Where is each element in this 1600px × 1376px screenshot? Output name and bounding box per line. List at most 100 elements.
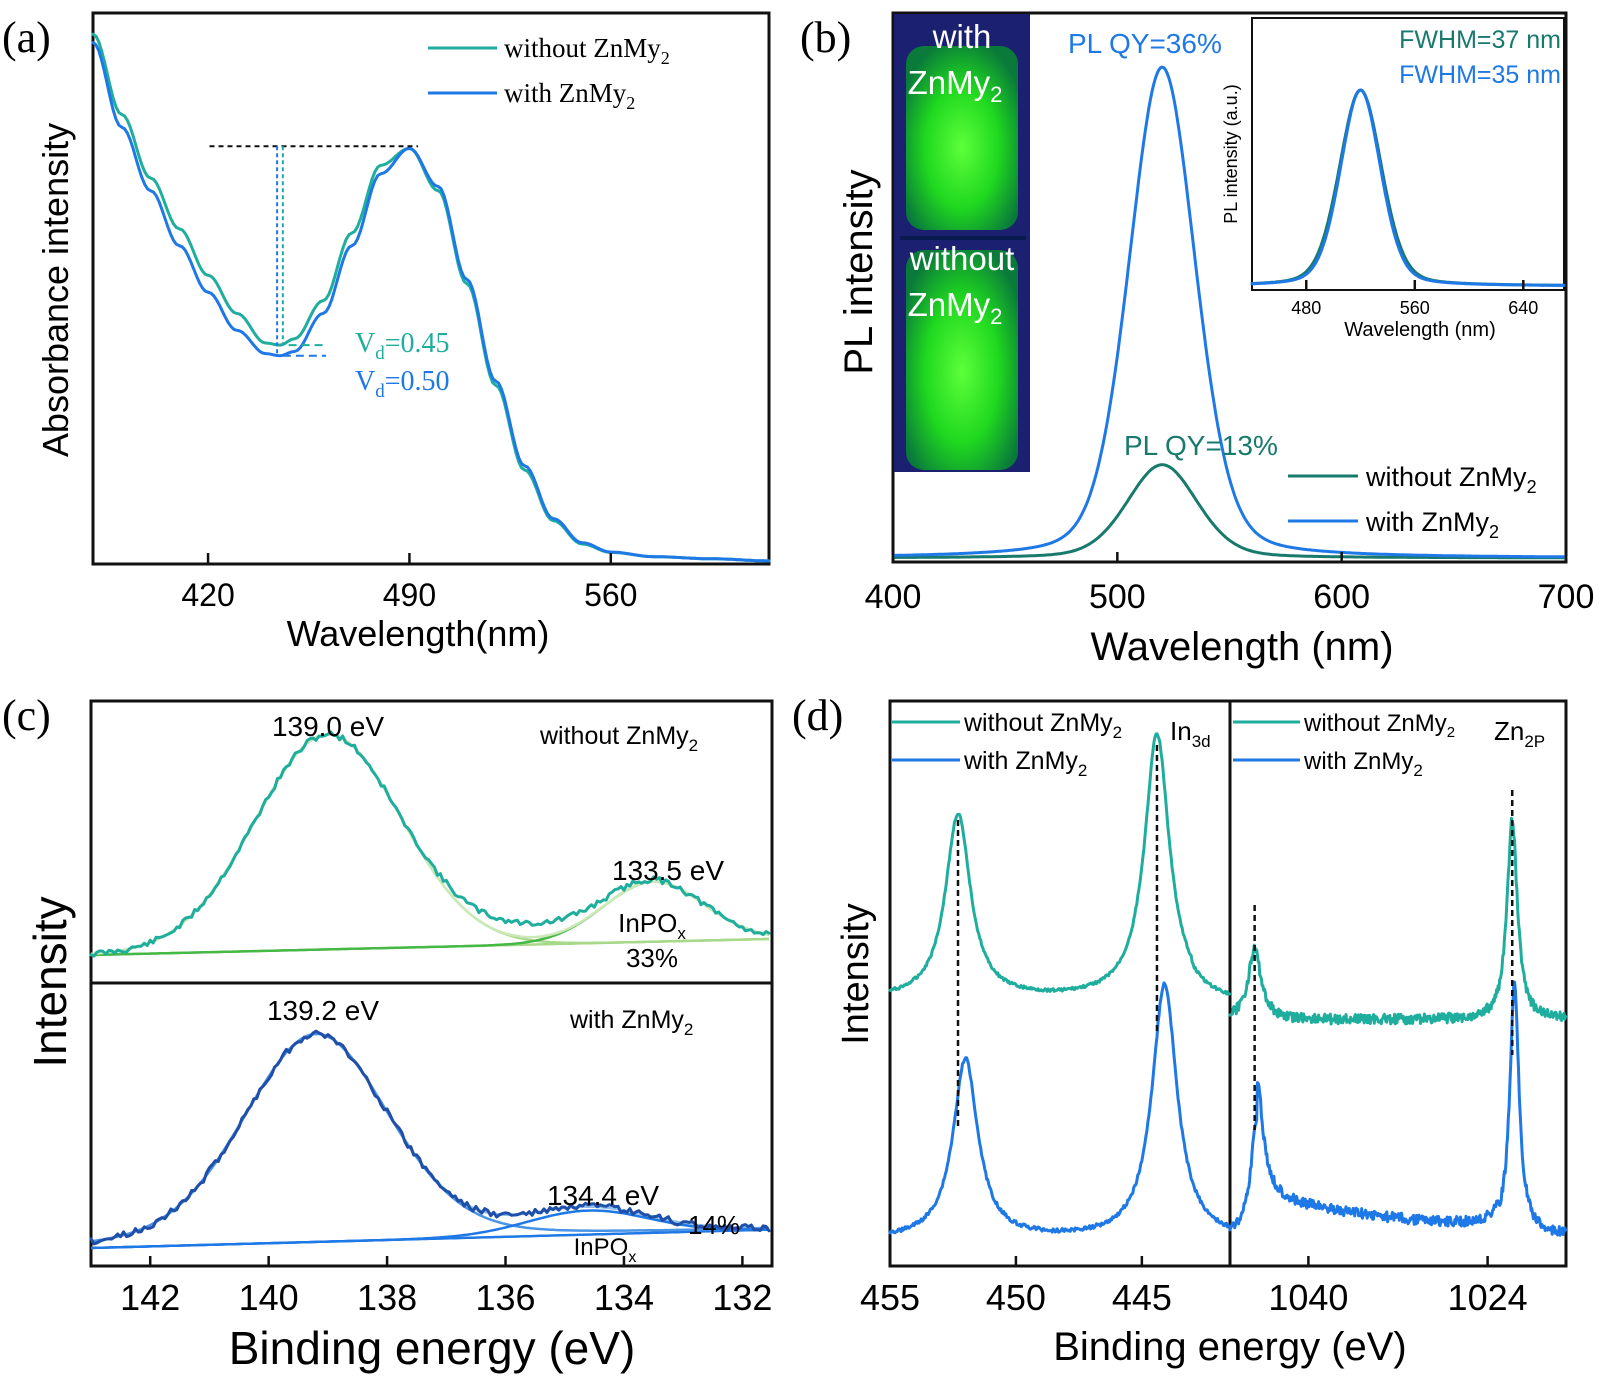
panel-c-bottom-data	[89, 1029, 771, 1246]
panel-d-letter: (d)	[792, 691, 843, 740]
panel-b-tick-label-3: 700	[1538, 578, 1595, 616]
panel-a-series-with	[91, 41, 771, 563]
vial-with-label-line1: with	[932, 18, 992, 55]
panel-a-tick-label-0: 420	[181, 577, 234, 613]
inset-xlabel: Wavelength (nm)	[1344, 319, 1496, 341]
panel-a-letter: (a)	[2, 13, 51, 62]
panel-c-peak-133-5: 133.5 eV	[612, 855, 724, 886]
panel-a-legend-2: with ZnMy2	[504, 78, 635, 113]
inset-fwhm-37: FWHM=37 nm	[1399, 26, 1561, 54]
panel-d-legend-right: without ZnMy2 with ZnMy2 Zn2P	[1233, 710, 1545, 780]
panel-b-ylabel: PL intensity	[837, 169, 881, 374]
panel-c-top-data	[89, 730, 771, 958]
panel-a-vd-050: Vd=0.50	[355, 366, 450, 402]
panel-a-legend: without ZnMy2 with ZnMy2	[428, 33, 670, 113]
panel-b-tick-label-0: 400	[865, 578, 922, 616]
vial-without	[906, 250, 1018, 470]
panel-c-xlabel: Binding energy (eV)	[229, 1322, 636, 1374]
panel-b-qy-13: PL QY=13%	[1124, 430, 1278, 461]
panel-b-letter: (b)	[800, 13, 851, 62]
panel-d-zn2p-with	[1228, 980, 1568, 1237]
panel-a-xlabel: Wavelength(nm)	[287, 613, 550, 654]
panel-a-frame	[91, 11, 771, 566]
inset-plot	[1250, 88, 1566, 287]
panel-a-tick-label-1: 490	[383, 577, 436, 613]
panel-a-x-ticks: 420 490 560	[181, 553, 637, 613]
panel-a-legend-1: without ZnMy2	[504, 33, 670, 68]
vial-without-label-line1: without	[909, 240, 1015, 277]
panel-c-bottom-label: with ZnMy2	[569, 1006, 693, 1039]
panel-b-series-with	[891, 65, 1568, 559]
panel-d-right-tick-label-1: 1024	[1448, 1277, 1528, 1318]
vial-with	[906, 46, 1018, 230]
panel-c-tick-label-0: 142	[120, 1277, 180, 1318]
panel-d-in3d-without	[888, 732, 1231, 996]
panel-b-series-without	[891, 463, 1568, 560]
panel-d-plot	[888, 732, 1568, 1237]
panel-b: (b) with ZnMy2 without ZnMy2 400 500 600 70…	[800, 11, 1595, 669]
panel-d: (d) 455 450 445 1040 1024 Binding energy (eV…	[792, 691, 1568, 1369]
panel-d-legend-left-1: without ZnMy2	[963, 709, 1122, 742]
panel-a-series-without	[91, 32, 771, 563]
panel-c-bottom-fit-main	[90, 1032, 770, 1243]
inset-tick-label-2: 640	[1508, 298, 1538, 318]
panel-d-legend-left: without ZnMy2 with ZnMy2 In3d	[892, 709, 1211, 780]
panel-d-in3d-label: In3d	[1170, 716, 1211, 751]
panel-d-left-tick-label-1: 450	[986, 1277, 1046, 1318]
panel-d-x-ticks: 455 450 445 1040 1024	[860, 1256, 1528, 1318]
panel-c-tick-label-2: 138	[357, 1277, 417, 1318]
panel-c-tick-label-3: 136	[475, 1277, 535, 1318]
panel-c-bottom-fit-inpox	[90, 1209, 769, 1250]
panel-c-letter: (c)	[2, 691, 51, 740]
panel-d-right-tick-label-0: 1040	[1268, 1277, 1348, 1318]
panel-b-legend: without ZnMy2 with ZnMy2	[1288, 462, 1537, 542]
panel-c-tick-label-5: 132	[712, 1277, 772, 1318]
panel-a-plot	[91, 32, 771, 563]
inset-frame	[1251, 17, 1565, 291]
panel-c-peak-139-2: 139.2 eV	[267, 995, 379, 1026]
panel-b-plot	[891, 65, 1568, 560]
panel-d-frame	[888, 699, 1568, 1268]
panel-c-top-label: without ZnMy2	[539, 722, 698, 755]
panel-b-tick-label-1: 500	[1089, 578, 1146, 616]
panel-c-x-ticks: 142 140 138 136 134 132	[120, 1256, 772, 1318]
inset-x-ticks: 480 560 640	[1291, 280, 1538, 318]
panel-c-ylabel: Intensity	[24, 896, 76, 1067]
panel-d-zn2p-without	[1228, 816, 1568, 1026]
inset-ylabel: PL intensity (a.u.)	[1221, 84, 1241, 223]
vial-photo: with ZnMy2 without ZnMy2	[894, 14, 1030, 472]
panel-c-tick-label-1: 140	[239, 1277, 299, 1318]
panel-b-legend-1: without ZnMy2	[1365, 462, 1537, 497]
panel-c-peak-139-0: 139.0 eV	[272, 711, 384, 742]
panel-c-bottom-envelope	[90, 1032, 769, 1243]
panel-d-left-tick-label-2: 445	[1112, 1277, 1172, 1318]
panel-b-frame	[891, 11, 1568, 564]
panel-c-bottom-inpox: InPOx	[574, 1234, 637, 1266]
inset-fwhm-35: FWHM=35 nm	[1399, 61, 1561, 89]
panel-d-left-tick-label-0: 455	[860, 1277, 920, 1318]
panel-a-tick-label-2: 560	[584, 577, 637, 613]
panel-a-vd-045: Vd=0.45	[355, 328, 450, 364]
panel-c-top-percent: 33%	[626, 943, 678, 973]
inset-series-with	[1250, 88, 1566, 287]
panel-c-peak-134-4: 134.4 eV	[547, 1180, 659, 1211]
panel-d-xlabel: Binding energy (eV)	[1053, 1325, 1407, 1369]
panel-c-plot	[89, 730, 771, 1250]
panel-b-x-ticks: 400 500 600 700	[865, 552, 1595, 616]
panel-b-legend-2: with ZnMy2	[1365, 507, 1499, 542]
panel-c-bottom-percent: 14%	[688, 1210, 740, 1240]
panel-c-top-inpox: InPOx	[618, 908, 686, 943]
panel-d-ylabel: Intensity	[835, 903, 877, 1045]
panel-a-ylabel: Absorbance intensity	[35, 123, 76, 457]
panel-a: (a) 420 490 560 Wavelength(nm) Absorbance …	[2, 11, 771, 654]
panel-c: (c) 142 140 138 136 134 132 Binding energy (e…	[2, 691, 774, 1374]
inset-tick-label-1: 560	[1400, 298, 1430, 318]
panel-b-tick-label-2: 600	[1313, 578, 1370, 616]
vial-with-label-line2: ZnMy2	[908, 64, 1003, 107]
panel-d-legend-right-2: with ZnMy2	[1303, 748, 1423, 780]
panel-c-tick-label-4: 134	[594, 1277, 654, 1318]
panel-d-legend-right-1: without ZnMy2	[1303, 710, 1455, 741]
panel-d-zn2p-label: Zn2P	[1494, 716, 1545, 751]
panel-b-inset: 480 560 640 Wavelength (nm) PL intensity (…	[1221, 17, 1566, 341]
